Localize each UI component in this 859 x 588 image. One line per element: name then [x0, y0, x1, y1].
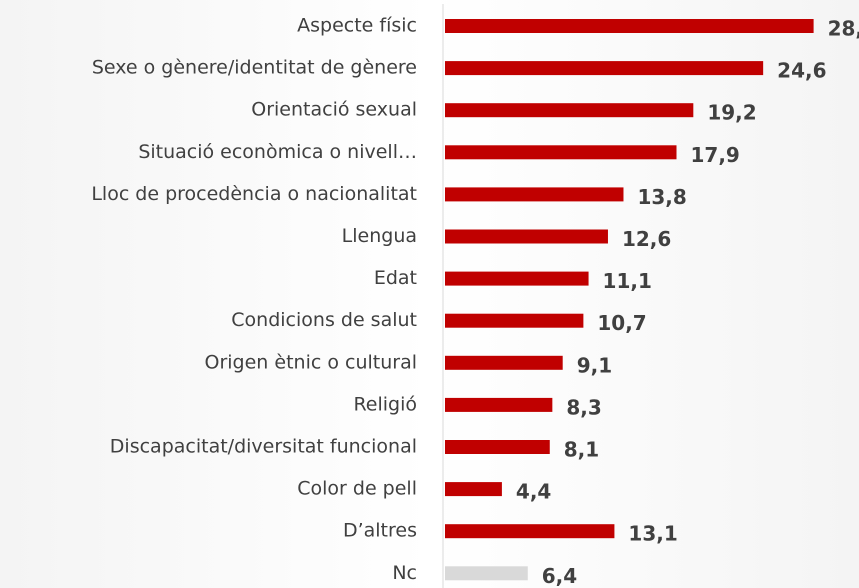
value-label: 8,3: [566, 395, 601, 419]
value-label: 10,7: [597, 311, 646, 335]
value-label: 13,1: [628, 522, 677, 546]
bar: [445, 313, 584, 328]
category-label: Aspecte físic: [297, 15, 417, 37]
bar: [445, 397, 553, 412]
bar: [445, 440, 550, 454]
category-label: D’altres: [343, 520, 417, 542]
value-label: 13,8: [637, 185, 686, 209]
category-label: Llengua: [342, 225, 417, 247]
bar: [445, 355, 563, 370]
category-label: Condicions de salut: [231, 309, 417, 331]
bar: [445, 229, 608, 244]
value-label: 28,5: [828, 17, 859, 41]
bar: [445, 187, 624, 202]
category-label: Origen ètnic o cultural: [205, 351, 417, 373]
category-label: Discapacitat/diversitat funcional: [110, 436, 417, 458]
category-label: Sexe o gènere/identitat de gènere: [92, 57, 417, 79]
value-label: 4,4: [516, 480, 551, 504]
bar: [445, 145, 677, 160]
category-label: Nc: [392, 562, 417, 584]
bar: [445, 524, 615, 539]
bar: [445, 61, 764, 76]
category-label: Situació econòmica o nivell…: [138, 141, 417, 163]
value-label: 12,6: [622, 227, 671, 251]
category-label: Religió: [353, 393, 417, 415]
value-label: 11,1: [603, 269, 652, 293]
bar: [445, 271, 589, 286]
category-label: Lloc de procedència o nacionalitat: [91, 183, 417, 205]
category-label: Orientació sexual: [251, 99, 417, 121]
value-label: 9,1: [577, 353, 612, 377]
bar: [445, 19, 814, 33]
value-label: 19,2: [707, 101, 756, 125]
category-label: Edat: [374, 267, 417, 289]
bar: [445, 103, 694, 118]
value-label: 24,6: [777, 59, 826, 83]
category-label: Color de pell: [297, 478, 417, 500]
value-label: 6,4: [542, 564, 577, 588]
bar: [445, 482, 502, 497]
value-label: 8,1: [564, 438, 599, 462]
bar: [445, 566, 528, 581]
value-label: 17,9: [691, 143, 740, 167]
